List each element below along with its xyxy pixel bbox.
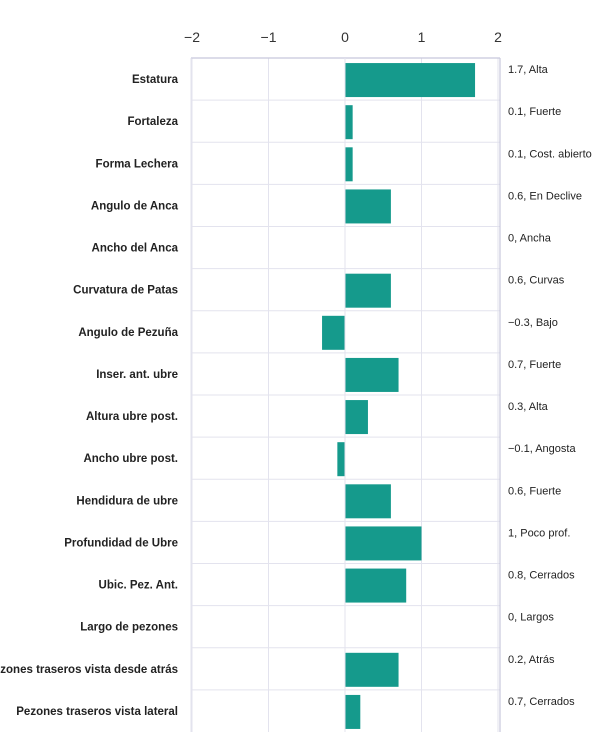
category-label: Forma Lechera	[96, 158, 179, 170]
value-label: 1.7, Alta	[508, 64, 549, 76]
category-label: Inser. ant. ubre	[96, 369, 178, 381]
value-label: 0.2, Atrás	[508, 654, 555, 666]
value-label: 0.3, Alta	[508, 401, 549, 413]
category-label: Ubic. Pez. Ant.	[99, 580, 178, 592]
value-label: 0.7, Fuerte	[508, 359, 561, 371]
category-label: Curvatura de Patas	[73, 285, 178, 297]
category-label: Ancho del Anca	[92, 243, 179, 255]
value-label: 0.6, Fuerte	[508, 485, 561, 497]
category-label: Angulo de Anca	[91, 200, 179, 212]
bar	[345, 400, 368, 435]
category-label: Fortaleza	[128, 116, 179, 128]
value-label: 1, Poco prof.	[508, 527, 570, 539]
value-label: 0, Ancha	[508, 233, 552, 245]
bar	[345, 105, 353, 140]
bar	[345, 357, 399, 392]
category-label: Profundidad de Ubre	[64, 537, 178, 549]
category-label: Estatura	[132, 74, 179, 86]
category-label: Pezones traseros vista desde atrás	[0, 664, 178, 676]
bar	[345, 484, 391, 519]
bar	[322, 315, 345, 350]
x-tick-label: 1	[418, 29, 426, 45]
bar	[345, 568, 407, 603]
x-tick-label: −2	[184, 29, 200, 45]
bar	[345, 526, 422, 561]
category-label: Angulo de Pezuña	[78, 327, 178, 339]
bar	[345, 273, 391, 308]
bar	[345, 694, 361, 729]
x-tick-label: 2	[494, 29, 502, 45]
bar	[345, 63, 476, 98]
x-tick-label: 0	[341, 29, 349, 45]
value-label: 0.1, Cost. abierto	[508, 148, 592, 160]
value-label: 0, Largos	[508, 612, 554, 624]
value-label: 0.6, Curvas	[508, 275, 565, 287]
category-label: Pezones traseros vista lateral	[16, 706, 178, 718]
value-label: −0.1, Angosta	[508, 443, 576, 455]
category-label: Hendidura de ubre	[76, 495, 178, 507]
value-label: 0.1, Fuerte	[508, 106, 561, 118]
bar	[337, 442, 345, 477]
bar	[345, 147, 353, 182]
x-tick-label: −1	[261, 29, 277, 45]
value-label: 0.8, Cerrados	[508, 570, 575, 582]
category-label: Altura ubre post.	[86, 411, 178, 423]
category-label: Largo de pezones	[80, 622, 178, 634]
value-label: 0.6, En Declive	[508, 190, 582, 202]
value-label: 0.7, Cerrados	[508, 696, 575, 708]
bar	[345, 652, 399, 687]
category-label: Ancho ubre post.	[83, 453, 178, 465]
value-label: −0.3, Bajo	[508, 317, 558, 329]
bar	[345, 189, 391, 224]
